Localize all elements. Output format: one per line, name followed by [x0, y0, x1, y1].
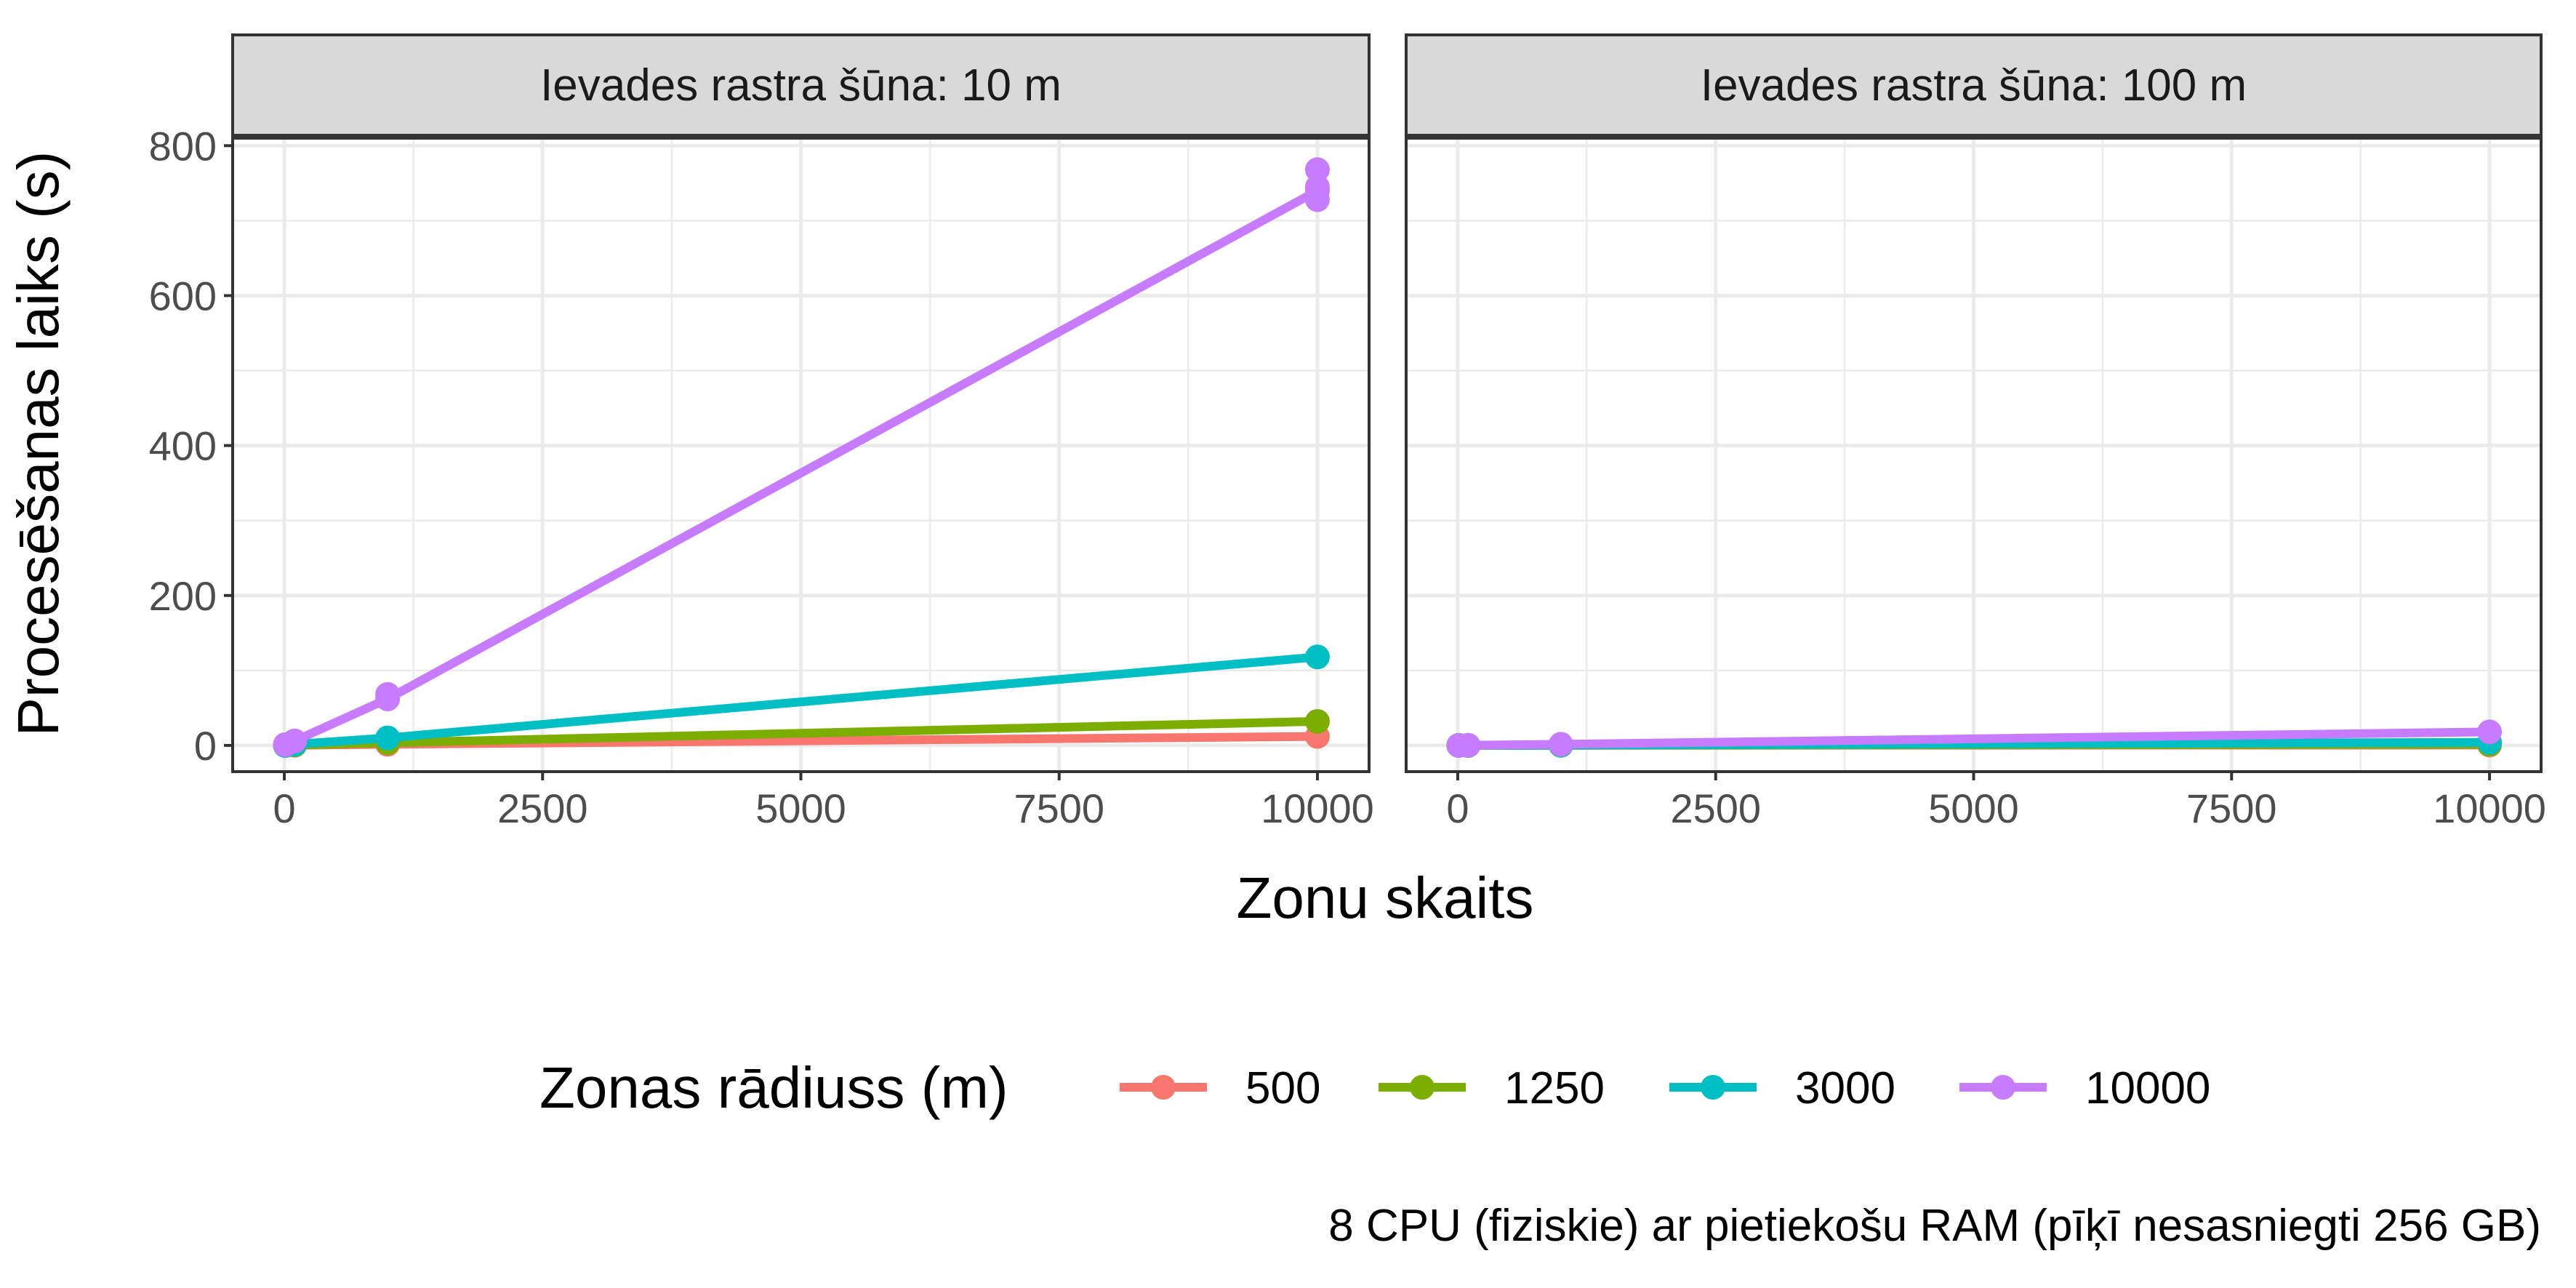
legend-key-point	[1701, 1075, 1725, 1100]
data-point-10000	[1456, 732, 1481, 758]
series-marks	[273, 157, 1330, 758]
y-tick-label: 400	[149, 423, 217, 469]
caption: 8 CPU (fiziskie) ar pietiekošu RAM (pīķī…	[1328, 1201, 2541, 1251]
strip-label: Ievades rastra šūna: 10 m	[540, 60, 1062, 111]
x-tick-label: 7500	[2186, 785, 2277, 831]
panel-2: Ievades rastra šūna: 100 m 0 2500 5000 7500 1…	[1405, 33, 2546, 831]
data-point-1250	[1304, 708, 1330, 734]
x-tick-label: 10000	[1261, 785, 1374, 831]
legend-label: 500	[1245, 1063, 1320, 1113]
data-point-10000	[1304, 187, 1330, 212]
strip-background	[1405, 33, 2543, 137]
x-tick-label: 0	[273, 785, 295, 831]
y-tick-label: 200	[149, 573, 217, 619]
legend-items: 500 1250 3000 10000	[1120, 1063, 2210, 1113]
x-tick-label: 7500	[1014, 785, 1104, 831]
legend-item-10000: 10000	[1959, 1063, 2210, 1113]
strip-background	[231, 33, 1371, 137]
data-point-3000	[1304, 644, 1330, 670]
legend-label: 3000	[1795, 1063, 1895, 1113]
legend: Zonas rādiuss (m) 500 1250 3000 10000	[539, 1055, 2210, 1120]
x-tick-label: 10000	[2433, 785, 2546, 831]
data-point-10000	[2477, 719, 2503, 745]
strip-label: Ievades rastra šūna: 100 m	[1701, 60, 2247, 111]
legend-key-point	[1410, 1075, 1435, 1100]
legend-key-point	[1991, 1075, 2015, 1100]
chart-panels: Ievades rastra šūna: 10 m 0 2500 5000 7500 10…	[149, 33, 2546, 831]
y-tick-label: 600	[149, 273, 217, 319]
y-tick-label: 800	[149, 123, 217, 169]
data-point-10000	[1304, 157, 1330, 183]
legend-label: 10000	[2085, 1063, 2210, 1113]
panel-1: Ievades rastra šūna: 10 m 0 2500 5000 7500 10…	[149, 33, 1374, 831]
data-point-3000	[375, 725, 401, 751]
legend-title: Zonas rādiuss (m)	[539, 1055, 1008, 1120]
x-tick-label: 2500	[497, 785, 588, 831]
legend-item-3000: 3000	[1669, 1063, 1895, 1113]
x-tick-label: 0	[1446, 785, 1469, 831]
data-point-10000	[282, 728, 308, 753]
data-point-10000	[1548, 732, 1573, 757]
y-axis-title: Procesēšanas laiks (s)	[6, 151, 71, 737]
legend-item-500: 500	[1120, 1063, 1320, 1113]
x-tick-label: 5000	[755, 785, 846, 831]
data-point-10000	[375, 681, 401, 707]
x-axis-title: Zonu skaits	[1236, 865, 1533, 930]
x-tick-label: 2500	[1670, 785, 1761, 831]
legend-label: 1250	[1504, 1063, 1605, 1113]
y-tick-label: 0	[194, 723, 217, 769]
x-tick-label: 5000	[1928, 785, 2019, 831]
legend-key-point	[1151, 1075, 1176, 1100]
series-marks	[1446, 719, 2503, 758]
legend-item-1250: 1250	[1379, 1063, 1605, 1113]
